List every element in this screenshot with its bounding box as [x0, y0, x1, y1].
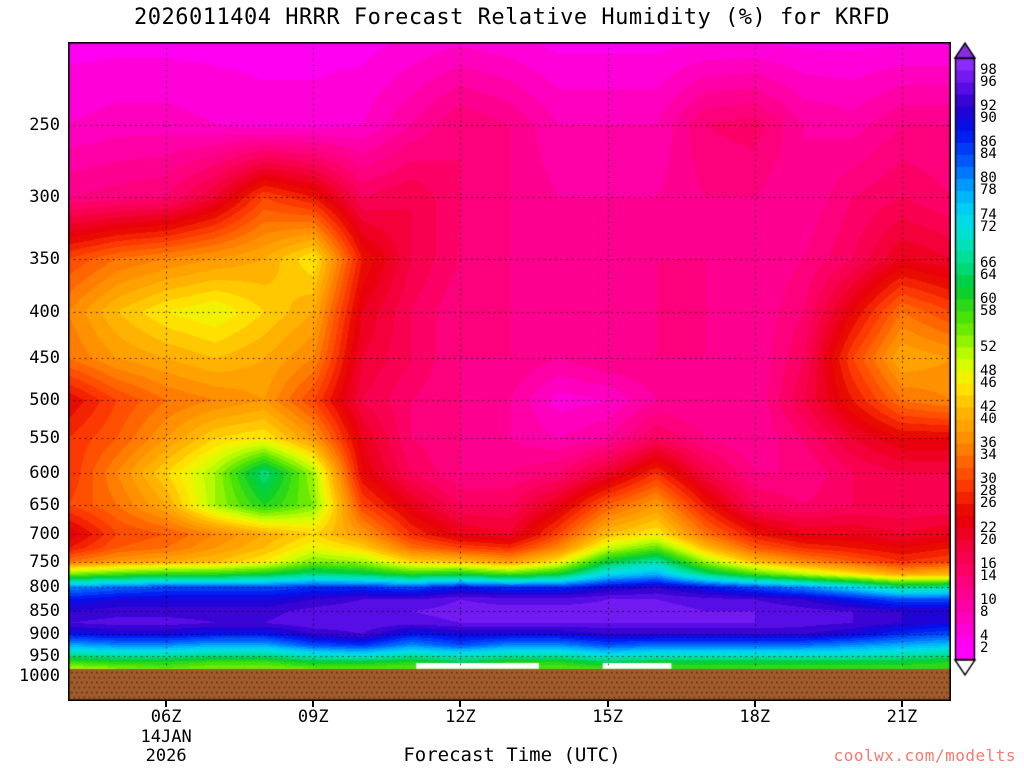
pressure-tick-label: 250 — [29, 114, 60, 135]
time-tick-label: 12Z — [445, 707, 476, 727]
colorbar-tick-label: 16 — [980, 555, 997, 572]
colorbar-tick-label: 74 — [980, 206, 997, 223]
time-tick-mark — [312, 701, 315, 707]
time-tick-mark — [165, 701, 168, 707]
colorbar-tick-label: 20 — [980, 531, 997, 548]
colorbar-tick-label: 22 — [980, 519, 997, 536]
colorbar-tick-label: 40 — [980, 411, 997, 428]
time-tick-mark — [606, 701, 609, 707]
colorbar-tick-label: 96 — [980, 74, 997, 91]
colorbar-tick-label: 34 — [980, 447, 997, 464]
date-label-line2: 2026 — [145, 746, 187, 766]
rh-contour-plot — [68, 42, 951, 701]
x-axis-title: Forecast Time (UTC) — [403, 744, 621, 766]
colorbar-tick-label: 28 — [980, 483, 997, 500]
colorbar-tick-label: 46 — [980, 375, 997, 392]
colorbar-tick-label: 80 — [980, 170, 997, 187]
date-label-line1: 14JAN — [140, 727, 192, 747]
time-tick-label: 18Z — [739, 707, 771, 727]
colorbar-tick-label: 10 — [980, 591, 997, 608]
colorbar-tick-label: 14 — [980, 567, 997, 584]
colorbar-tick-label: 36 — [980, 435, 997, 452]
colorbar-tick-label: 64 — [980, 266, 997, 283]
pressure-tick-label: 300 — [29, 187, 60, 208]
colorbar — [951, 38, 981, 686]
pressure-tick-label: 550 — [29, 428, 60, 449]
colorbar-tick-label: 92 — [980, 98, 997, 115]
colorbar-tick-label: 60 — [980, 290, 997, 307]
pressure-tick-label: 400 — [29, 301, 60, 322]
time-tick-mark — [459, 701, 462, 707]
chart-title: 2026011404 HRRR Forecast Relative Humidi… — [134, 5, 890, 30]
pressure-tick-label: 500 — [29, 390, 60, 411]
pressure-tick-label: 750 — [29, 551, 60, 572]
pressure-tick-label: 600 — [29, 462, 60, 483]
pressure-tick-label: 800 — [29, 577, 60, 598]
colorbar-tick-label: 26 — [980, 495, 997, 512]
pressure-tick-label: 1000 — [19, 665, 60, 686]
pressure-tick-label: 450 — [29, 348, 60, 369]
time-tick-mark — [753, 701, 756, 707]
pressure-tick-label: 350 — [29, 248, 60, 269]
time-tick-label: 15Z — [592, 707, 623, 727]
pressure-tick-label: 850 — [29, 601, 60, 622]
colorbar-tick-label: 42 — [980, 399, 997, 416]
colorbar-tick-label: 78 — [980, 182, 997, 199]
pressure-tick-label: 900 — [29, 624, 60, 645]
pressure-tick-label: 650 — [29, 494, 60, 515]
time-tick-label: 21Z — [886, 707, 918, 727]
colorbar-tick-label: 8 — [980, 603, 989, 620]
colorbar-tick-label: 52 — [980, 338, 997, 355]
colorbar-tick-label: 48 — [980, 363, 997, 380]
colorbar-tick-label: 72 — [980, 218, 997, 235]
colorbar-tick-label: 66 — [980, 254, 997, 271]
colorbar-tick-label: 30 — [980, 471, 997, 488]
time-tick-mark — [900, 701, 903, 707]
time-tick-label: 09Z — [297, 707, 329, 727]
colorbar-tick-label: 4 — [980, 627, 989, 644]
colorbar-tick-label: 86 — [980, 134, 997, 151]
pressure-tick-label: 950 — [29, 645, 60, 666]
colorbar-tick-label: 90 — [980, 110, 997, 127]
colorbar-tick-label: 84 — [980, 146, 997, 163]
colorbar-tick-label: 98 — [980, 62, 997, 79]
pressure-tick-label: 700 — [29, 524, 60, 545]
watermark-text: coolwx.com/modelts — [833, 746, 1016, 765]
colorbar-tick-label: 2 — [980, 639, 989, 656]
time-tick-label: 06Z — [150, 707, 182, 727]
colorbar-tick-label: 58 — [980, 302, 997, 319]
